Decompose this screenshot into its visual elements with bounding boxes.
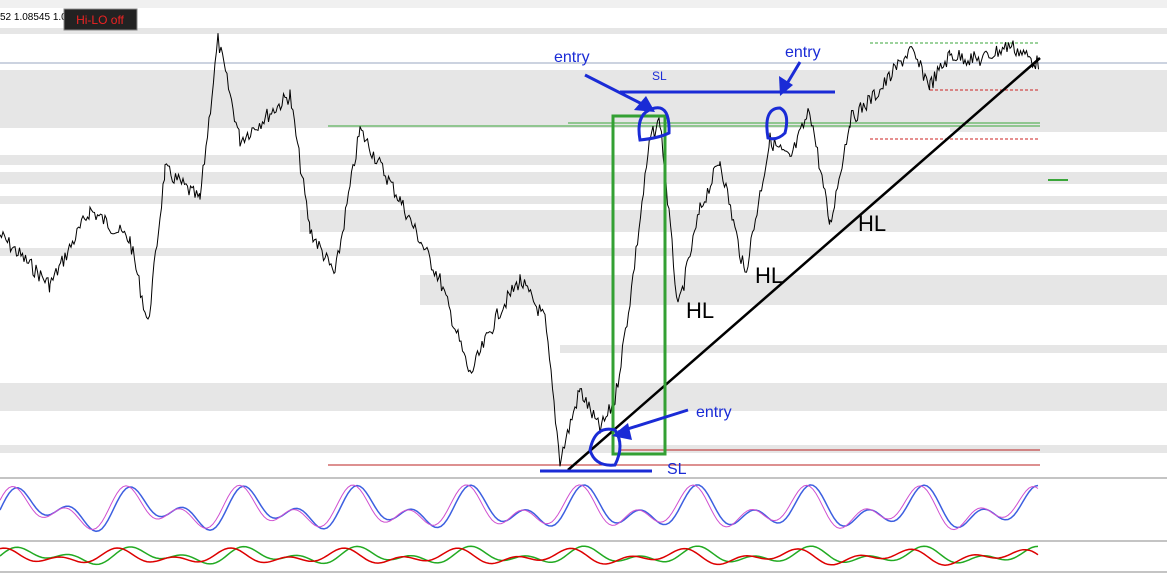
annotation: HL — [858, 211, 886, 236]
button-label[interactable]: Hi-LO off — [76, 13, 124, 27]
green-box — [611, 114, 667, 456]
zones — [0, 28, 1167, 453]
annotation: HL — [686, 298, 714, 323]
annotation: HL — [755, 263, 783, 288]
oscillator-2-signal — [0, 547, 1039, 566]
annotation: SL — [652, 69, 667, 83]
price-line — [0, 33, 1039, 467]
quote: 52 1.08545 1.08 — [0, 12, 73, 23]
hi-lo-button[interactable] — [63, 8, 138, 31]
annotation: entry — [785, 44, 821, 61]
trend-line — [567, 57, 1041, 471]
oscillator-signal — [0, 484, 1039, 531]
annotation: entry — [554, 49, 590, 66]
annotation: SL — [667, 461, 687, 478]
annotation: entry — [696, 404, 732, 421]
